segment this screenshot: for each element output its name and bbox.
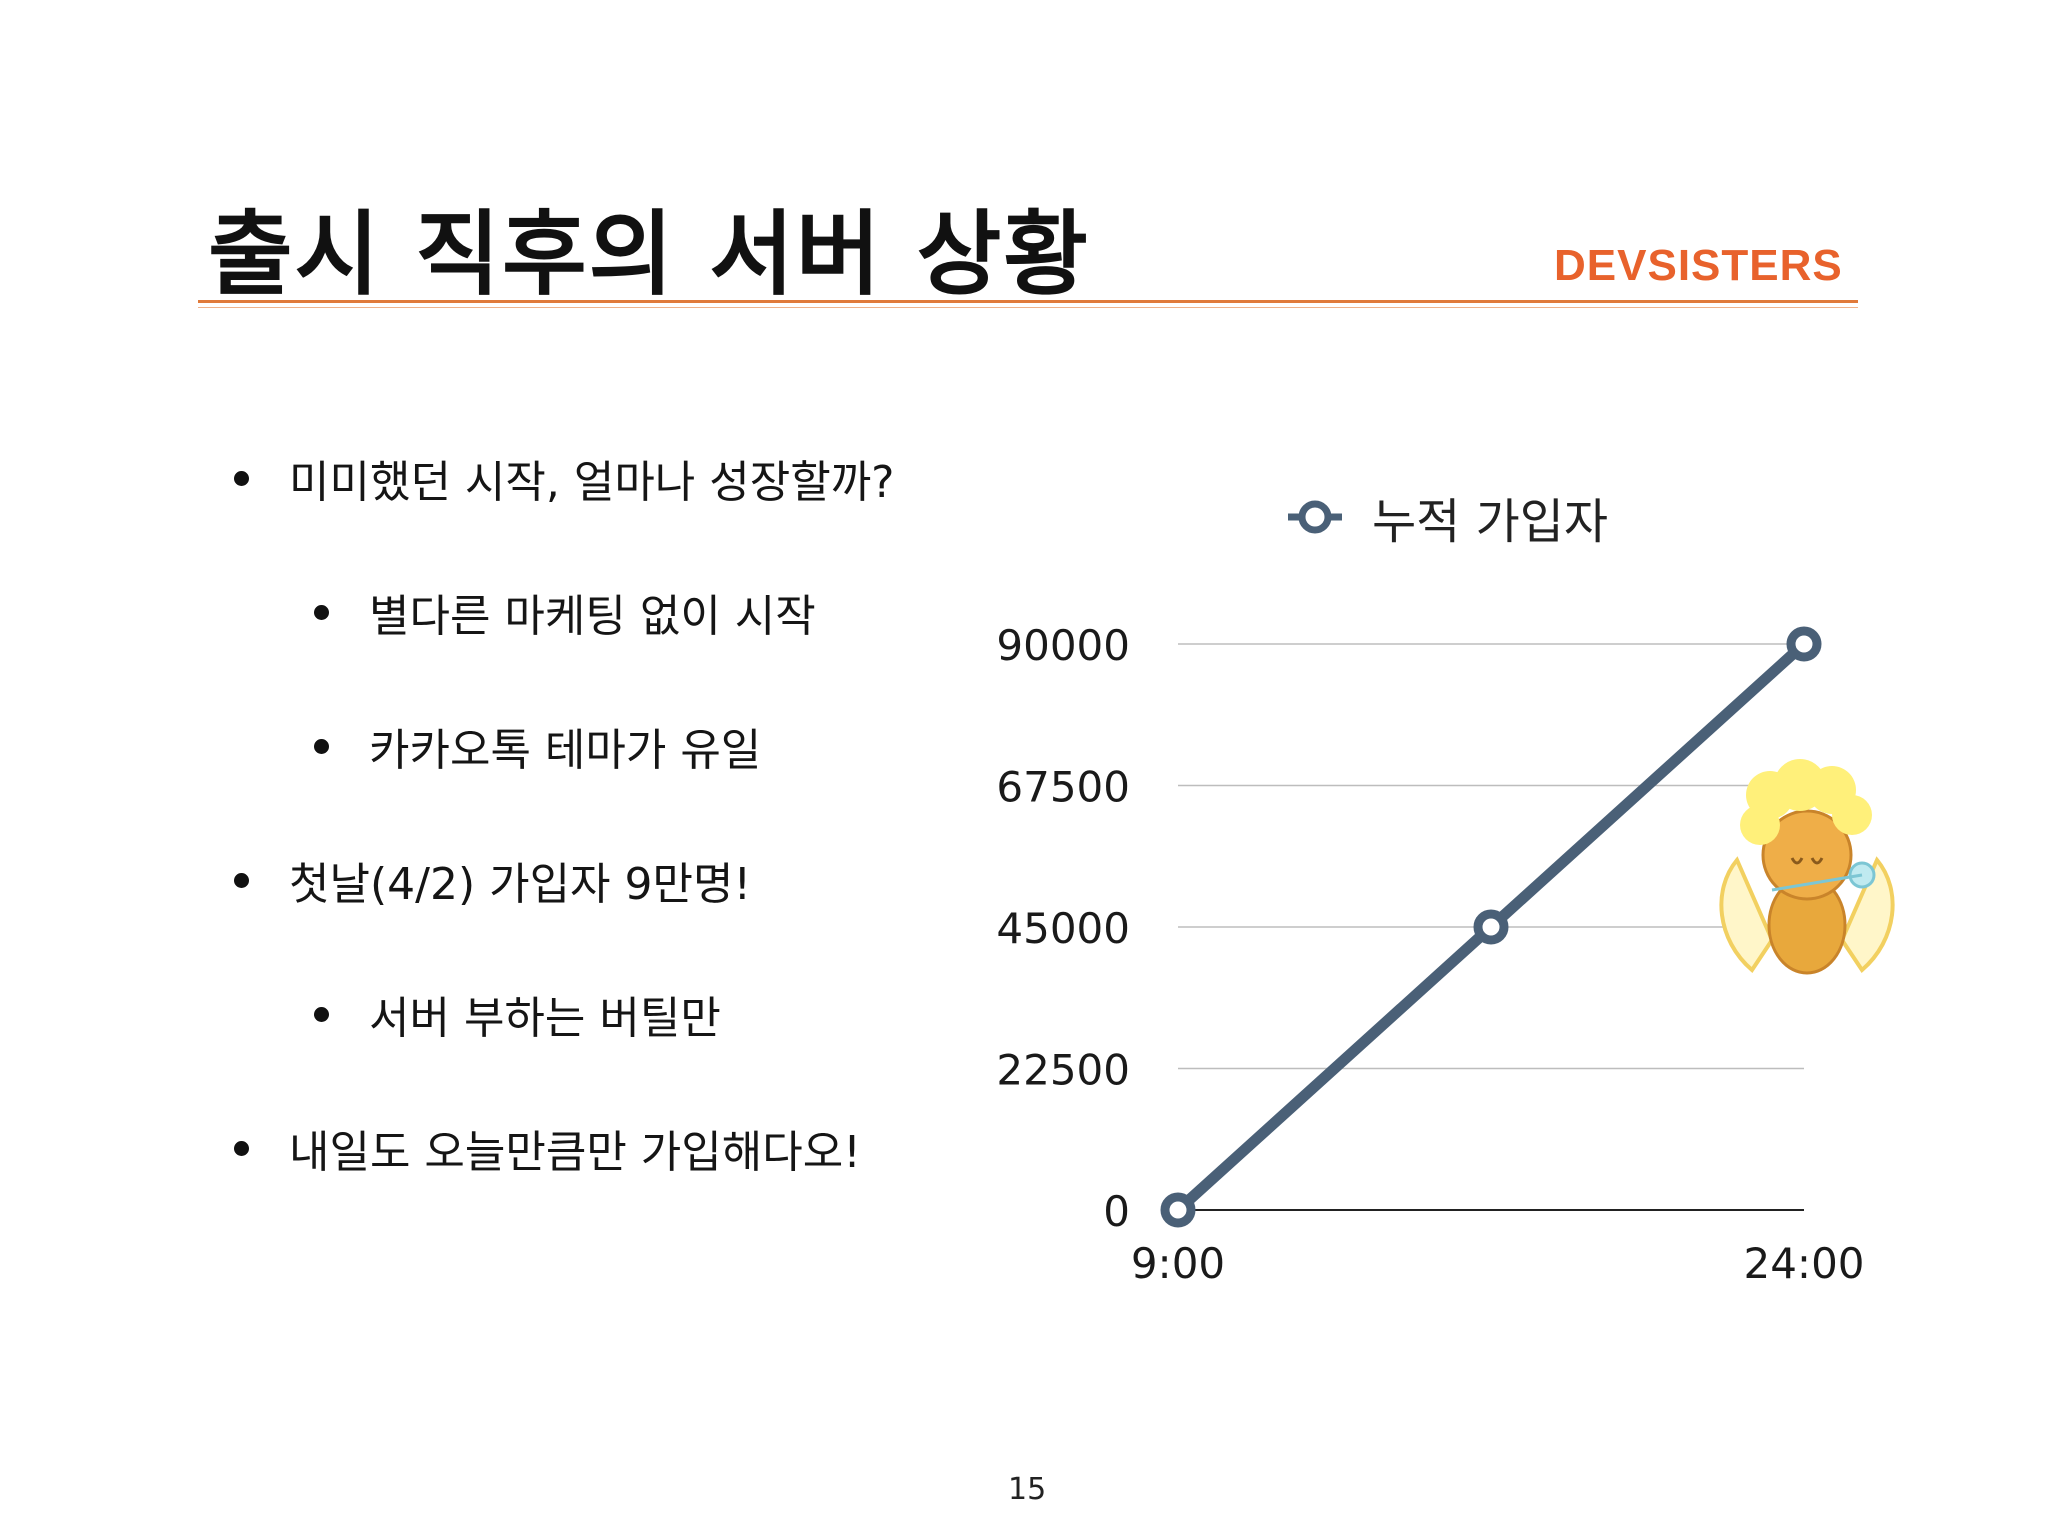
y-tick-label: 45000 bbox=[996, 904, 1130, 953]
x-tick-label: 9:00 bbox=[1131, 1239, 1225, 1288]
data-point bbox=[1786, 626, 1822, 662]
y-tick-label: 90000 bbox=[996, 621, 1130, 670]
bullet-text: 별다른 마케팅 없이 시작 bbox=[369, 591, 816, 642]
devsisters-logo: DEVSISTERS bbox=[1554, 241, 1843, 290]
bullet-item: 미미했던 시작, 얼마나 성장할까? bbox=[234, 446, 895, 510]
slide-title: 출시 직후의 서버 상황 bbox=[208, 201, 1090, 308]
legend-label: 누적 가입자 bbox=[1372, 494, 1609, 550]
bullet-dot-icon bbox=[314, 1006, 329, 1022]
chart-legend: 누적 가입자 bbox=[1288, 482, 1608, 552]
y-tick-label: 67500 bbox=[996, 763, 1130, 812]
legend-marker-icon bbox=[1288, 500, 1342, 534]
bullet-dot-icon bbox=[234, 872, 249, 888]
bullet-item: 첫날(4/2) 가입자 9만명! bbox=[234, 848, 751, 912]
title-divider bbox=[198, 300, 1858, 303]
bullet-text: 카카오톡 테마가 유일 bbox=[369, 725, 762, 776]
bullet-item: 내일도 오늘만큼만 가입해다오! bbox=[234, 1116, 861, 1180]
bullet-item: 카카오톡 테마가 유일 bbox=[314, 714, 761, 778]
data-point bbox=[1160, 1192, 1196, 1228]
bullet-item: 서버 부하는 버틸만 bbox=[314, 982, 721, 1046]
x-tick-label: 24:00 bbox=[1743, 1239, 1864, 1288]
cookie-mascot-image bbox=[1719, 759, 1895, 975]
y-tick-label: 0 bbox=[1103, 1187, 1130, 1236]
bullet-text: 서버 부하는 버틸만 bbox=[369, 993, 721, 1044]
bullet-dot-icon bbox=[234, 1140, 249, 1156]
bullet-text: 내일도 오늘만큼만 가입해다오! bbox=[289, 1127, 861, 1178]
line-chart: 0 22500 45000 67500 90000 9:00 24:00 bbox=[996, 621, 1864, 1288]
bullet-text: 첫날(4/2) 가입자 9만명! bbox=[289, 859, 752, 910]
bullet-text: 미미했던 시작, 얼마나 성장할까? bbox=[289, 457, 895, 508]
y-tick-label: 22500 bbox=[996, 1046, 1130, 1095]
page-number: 15 bbox=[1008, 1472, 1047, 1507]
bullet-dot-icon bbox=[314, 738, 329, 754]
bullet-dot-icon bbox=[234, 470, 249, 486]
data-point bbox=[1473, 909, 1509, 945]
bullet-item: 별다른 마케팅 없이 시작 bbox=[314, 580, 816, 644]
title-divider-thin bbox=[198, 307, 1858, 308]
bullet-dot-icon bbox=[314, 604, 329, 620]
